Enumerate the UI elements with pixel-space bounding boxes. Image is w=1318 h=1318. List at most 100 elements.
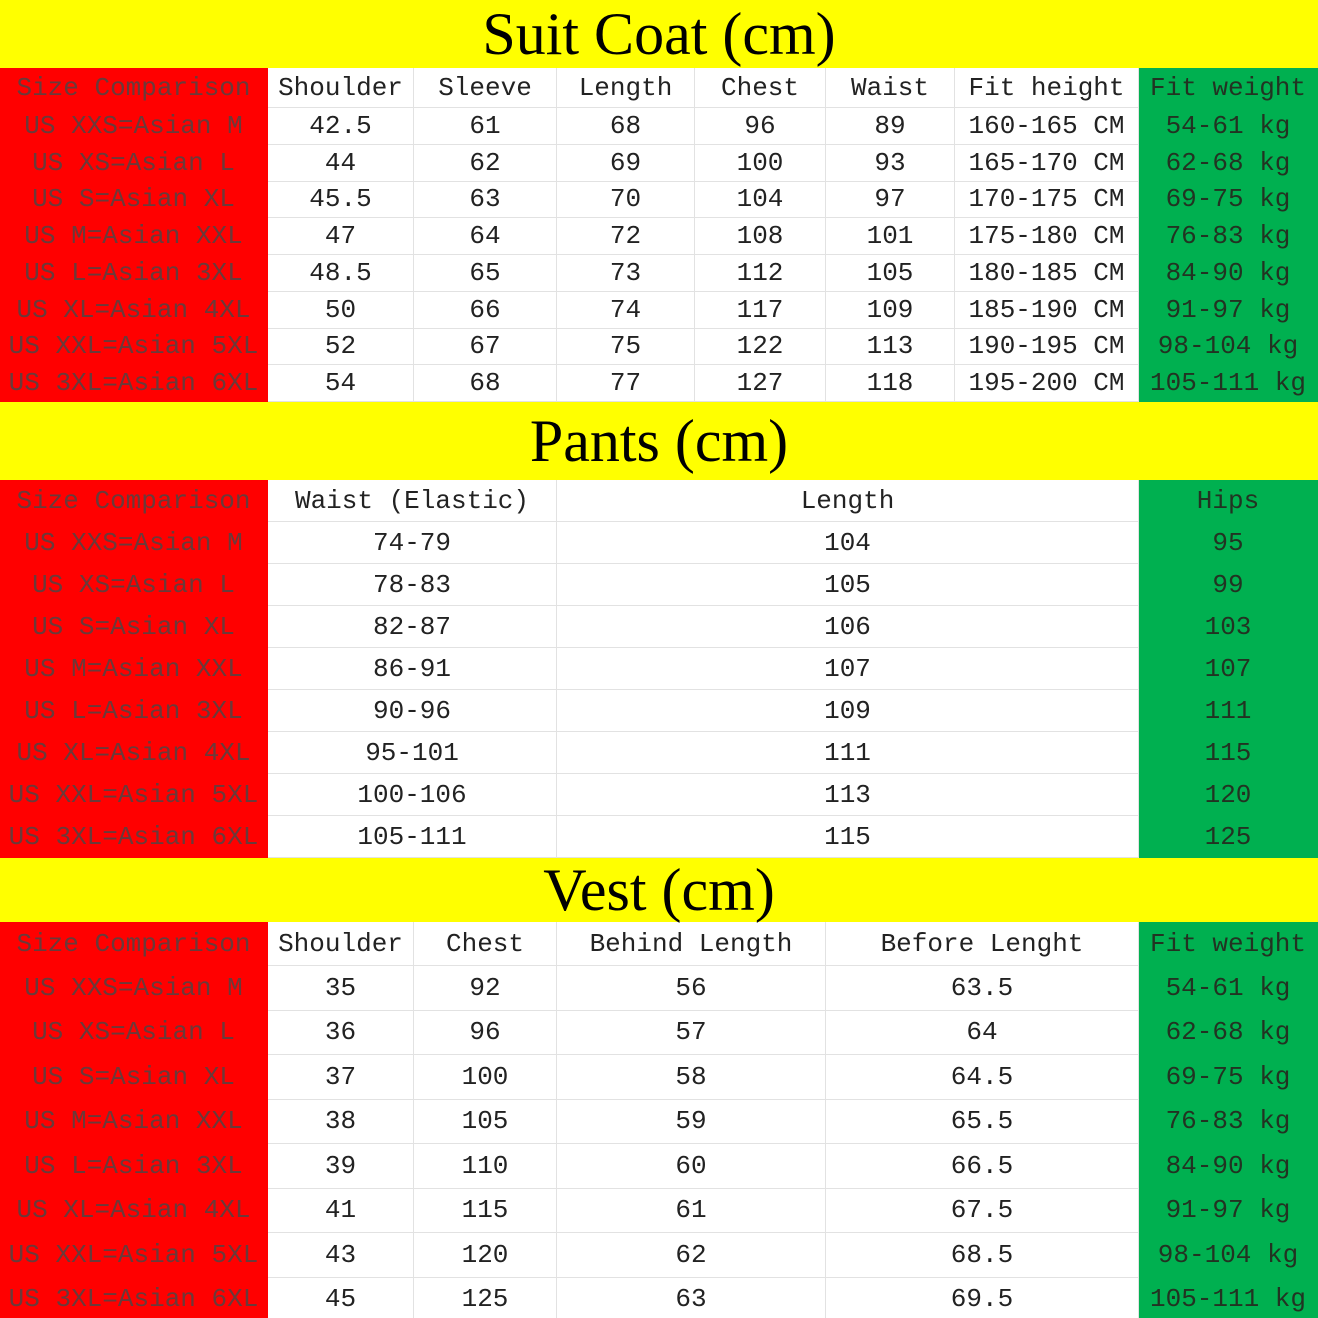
header-cell: Fit weight bbox=[1139, 68, 1318, 108]
table-cell: 68.5 bbox=[826, 1233, 1139, 1278]
table-cell: 60 bbox=[557, 1144, 826, 1189]
table-cell: 115 bbox=[1139, 732, 1318, 774]
table-cell: 107 bbox=[557, 648, 1139, 690]
table-cell: 84-90 kg bbox=[1139, 1144, 1318, 1189]
table-cell: 185-190 CM bbox=[955, 291, 1139, 329]
table-cell: US L=Asian 3XL bbox=[0, 1144, 268, 1189]
table-cell: 120 bbox=[1139, 774, 1318, 816]
table-cell: 66.5 bbox=[826, 1144, 1139, 1189]
table-cell: 68 bbox=[557, 108, 695, 145]
table-cell: 82-87 bbox=[268, 606, 557, 648]
table-cell: 84-90 kg bbox=[1139, 255, 1318, 292]
header-cell: Hips bbox=[1139, 480, 1318, 522]
table-cell: 93 bbox=[826, 144, 955, 182]
table-cell: US XS=Asian L bbox=[0, 144, 268, 182]
table-cell: 76-83 kg bbox=[1139, 1099, 1318, 1144]
table-cell: 63 bbox=[414, 181, 557, 219]
table-cell: 115 bbox=[414, 1188, 557, 1233]
table-cell: US 3XL=Asian 6XL bbox=[0, 816, 268, 858]
header-cell: Sleeve bbox=[414, 68, 557, 108]
table-cell: 105 bbox=[557, 564, 1139, 606]
table-cell: 54-61 kg bbox=[1139, 108, 1318, 145]
table-cell: US XXL=Asian 5XL bbox=[0, 1233, 268, 1278]
table-cell: 42.5 bbox=[268, 108, 414, 145]
table-cell: 95-101 bbox=[268, 732, 557, 774]
section-title: Suit Coat (cm) bbox=[0, 0, 1318, 68]
table-cell: 122 bbox=[695, 328, 826, 366]
table-cell: 110 bbox=[414, 1144, 557, 1189]
table-cell: 112 bbox=[695, 255, 826, 292]
table-cell: US XXL=Asian 5XL bbox=[0, 328, 268, 366]
table-cell: 62 bbox=[557, 1233, 826, 1278]
table-cell: 125 bbox=[1139, 816, 1318, 858]
table-cell: 100-106 bbox=[268, 774, 557, 816]
table-cell: 120 bbox=[414, 1233, 557, 1278]
table-cell: 115 bbox=[557, 816, 1139, 858]
table-cell: 41 bbox=[268, 1188, 414, 1233]
table-cell: US L=Asian 3XL bbox=[0, 255, 268, 292]
table-cell: 108 bbox=[695, 218, 826, 255]
table-cell: 98-104 kg bbox=[1139, 1233, 1318, 1278]
table-cell: 113 bbox=[826, 328, 955, 366]
table-cell: 62-68 kg bbox=[1139, 144, 1318, 182]
table-cell: 95 bbox=[1139, 522, 1318, 564]
table-cell: US XL=Asian 4XL bbox=[0, 291, 268, 329]
table-cell: 105-111 kg bbox=[1139, 1277, 1318, 1318]
header-cell: Fit height bbox=[955, 68, 1139, 108]
table-cell: 107 bbox=[1139, 648, 1318, 690]
table-cell: 109 bbox=[826, 291, 955, 329]
table-cell: 190-195 CM bbox=[955, 328, 1139, 366]
table-cell: 62-68 kg bbox=[1139, 1010, 1318, 1055]
table-cell: 59 bbox=[557, 1099, 826, 1144]
table-cell: 104 bbox=[557, 522, 1139, 564]
table-cell: 48.5 bbox=[268, 255, 414, 292]
table-cell: 45 bbox=[268, 1277, 414, 1318]
table-cell: 38 bbox=[268, 1099, 414, 1144]
section-title: Vest (cm) bbox=[0, 857, 1318, 923]
header-cell: Size Comparison bbox=[0, 68, 268, 108]
header-cell: Before Lenght bbox=[826, 922, 1139, 966]
table-cell: 92 bbox=[414, 966, 557, 1011]
table-cell: 44 bbox=[268, 144, 414, 182]
table-cell: 67 bbox=[414, 328, 557, 366]
table-cell: US XS=Asian L bbox=[0, 564, 268, 606]
table-cell: US 3XL=Asian 6XL bbox=[0, 365, 268, 402]
table-cell: 62 bbox=[414, 144, 557, 182]
table-cell: 105 bbox=[414, 1099, 557, 1144]
table-cell: 117 bbox=[695, 291, 826, 329]
table-cell: 65 bbox=[414, 255, 557, 292]
table-cell: 39 bbox=[268, 1144, 414, 1189]
table-cell: 104 bbox=[695, 181, 826, 219]
table-cell: 63.5 bbox=[826, 966, 1139, 1011]
header-cell: Chest bbox=[695, 68, 826, 108]
table-cell: 109 bbox=[557, 690, 1139, 732]
table-cell: 57 bbox=[557, 1010, 826, 1055]
table-cell: 54 bbox=[268, 365, 414, 402]
table-cell: 101 bbox=[826, 218, 955, 255]
table-cell: US XXS=Asian M bbox=[0, 966, 268, 1011]
table-cell: 98-104 kg bbox=[1139, 328, 1318, 366]
header-cell: Shoulder bbox=[268, 68, 414, 108]
table-cell: 96 bbox=[414, 1010, 557, 1055]
table-cell: 78-83 bbox=[268, 564, 557, 606]
table-cell: US M=Asian XXL bbox=[0, 1099, 268, 1144]
table-cell: 105-111 kg bbox=[1139, 365, 1318, 402]
table-cell: 64.5 bbox=[826, 1055, 1139, 1100]
table-cell: 86-91 bbox=[268, 648, 557, 690]
table-cell: 43 bbox=[268, 1233, 414, 1278]
table-cell: 127 bbox=[695, 365, 826, 402]
table-cell: 69 bbox=[557, 144, 695, 182]
table-cell: 103 bbox=[1139, 606, 1318, 648]
header-cell: Waist (Elastic) bbox=[268, 480, 557, 522]
table-cell: 77 bbox=[557, 365, 695, 402]
table-cell: 52 bbox=[268, 328, 414, 366]
table-cell: 165-170 CM bbox=[955, 144, 1139, 182]
table-cell: 111 bbox=[557, 732, 1139, 774]
table-cell: 37 bbox=[268, 1055, 414, 1100]
table-cell: 68 bbox=[414, 365, 557, 402]
table-cell: 180-185 CM bbox=[955, 255, 1139, 292]
table-cell: US S=Asian XL bbox=[0, 606, 268, 648]
table-cell: 70 bbox=[557, 181, 695, 219]
table-cell: 96 bbox=[695, 108, 826, 145]
